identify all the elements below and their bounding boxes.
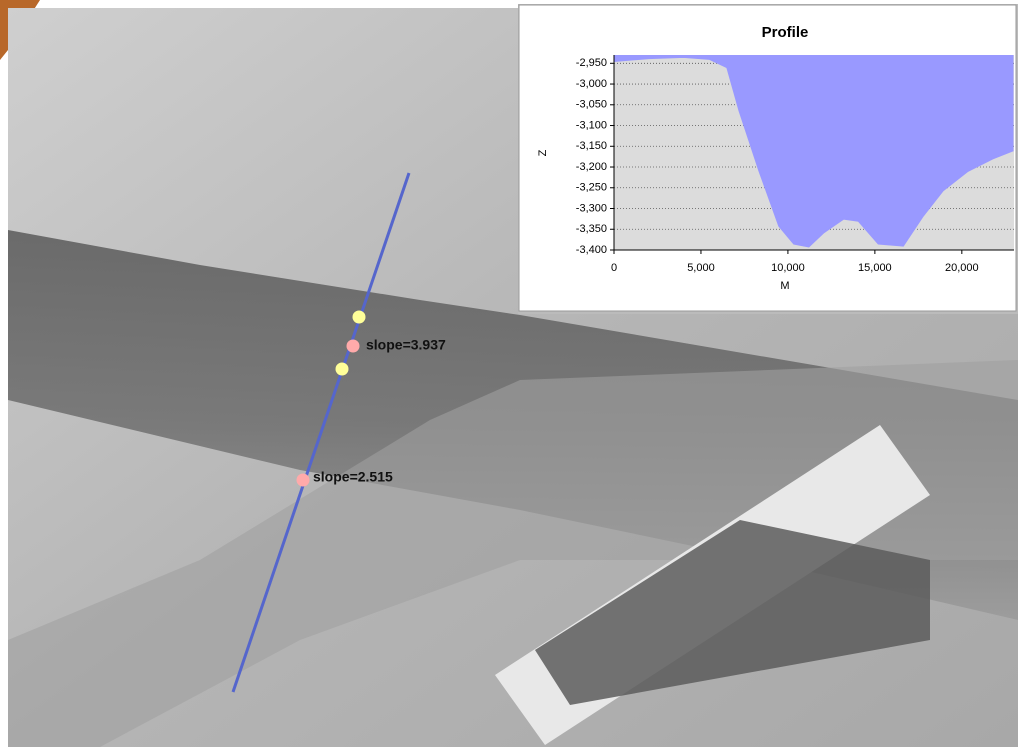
y-tick-label: -3,300 bbox=[576, 202, 607, 214]
y-axis-label: Z bbox=[537, 149, 549, 156]
y-tick-label: -3,150 bbox=[576, 140, 607, 152]
y-tick-label: -3,250 bbox=[576, 182, 607, 194]
slope-label: slope=2.515 bbox=[313, 469, 393, 485]
point-marker bbox=[335, 362, 349, 376]
x-tick-label: 20,000 bbox=[945, 262, 979, 274]
point-marker bbox=[352, 310, 366, 324]
profile-line bbox=[231, 172, 411, 693]
y-tick-label: -3,000 bbox=[576, 78, 607, 90]
slope-marker bbox=[296, 473, 310, 487]
profile-line bbox=[613, 56, 1014, 248]
y-tick-label: -3,200 bbox=[576, 161, 607, 173]
x-tick-label: 0 bbox=[611, 262, 617, 274]
y-tick-label: -3,050 bbox=[576, 99, 607, 111]
y-tick-label: -3,100 bbox=[576, 119, 607, 131]
x-tick-label: 15,000 bbox=[858, 262, 892, 274]
x-axis-label: M bbox=[780, 280, 789, 292]
area-fill bbox=[614, 55, 1014, 247]
mosaic-strip bbox=[8, 360, 1018, 747]
chart-title: Profile bbox=[762, 24, 809, 41]
y-tick-label: -3,400 bbox=[576, 244, 607, 256]
slope-marker bbox=[346, 339, 360, 353]
x-tick-label: 10,000 bbox=[771, 262, 805, 274]
x-tick-label: 5,000 bbox=[687, 262, 715, 274]
swath-channel bbox=[535, 520, 930, 705]
slope-label: slope=3.937 bbox=[366, 337, 446, 353]
y-tick-label: -3,350 bbox=[576, 223, 607, 235]
y-tick-label: -2,950 bbox=[576, 57, 607, 69]
